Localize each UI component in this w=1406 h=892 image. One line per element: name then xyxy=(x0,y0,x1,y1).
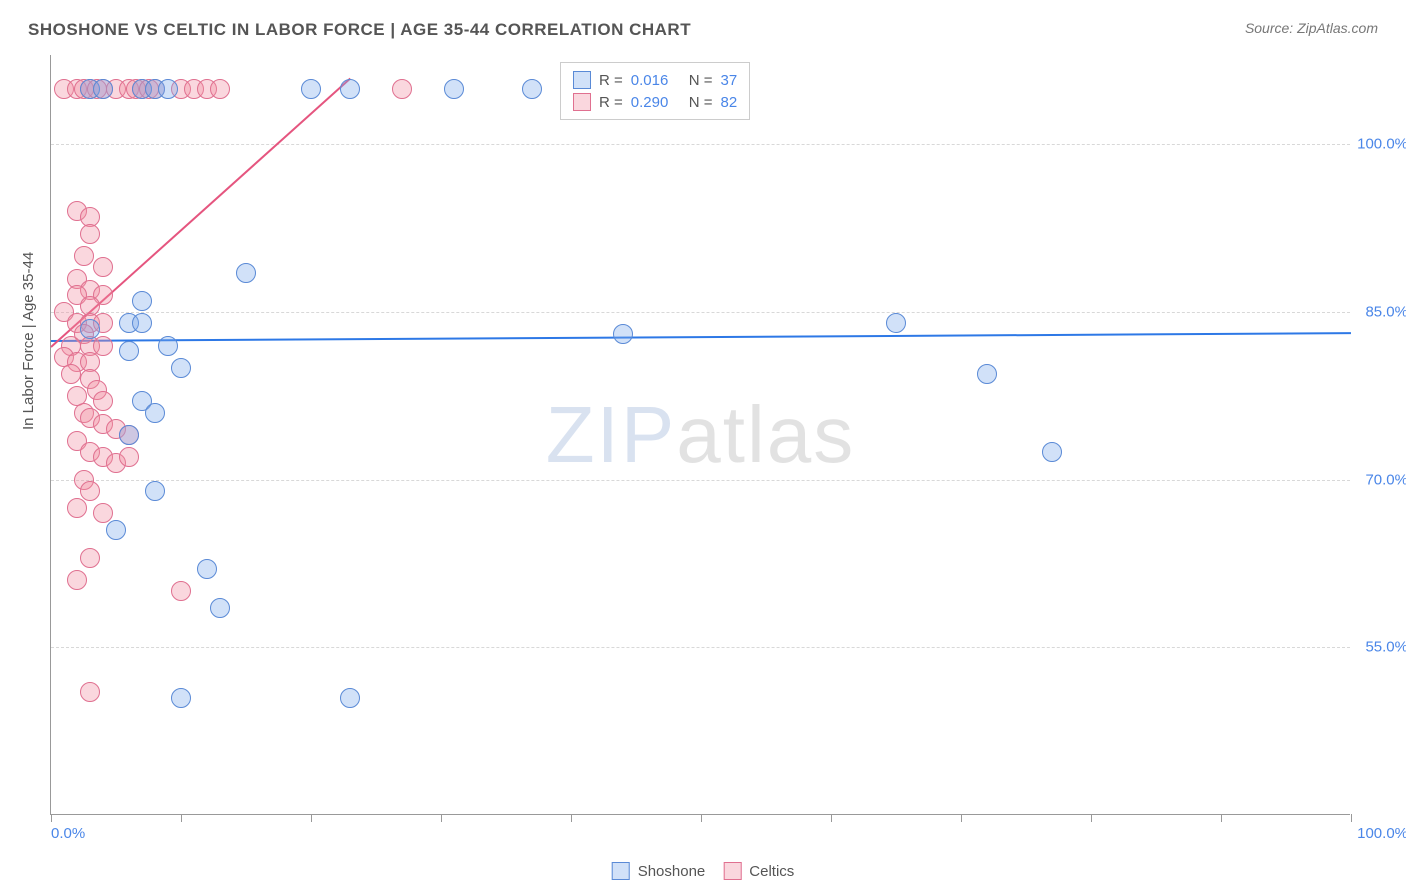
data-point xyxy=(236,263,256,283)
series-label: Celtics xyxy=(749,863,794,880)
data-point xyxy=(197,559,217,579)
data-point xyxy=(93,503,113,523)
y-tick-label: 55.0% xyxy=(1353,639,1406,656)
data-point xyxy=(158,336,178,356)
data-point xyxy=(392,79,412,99)
data-point xyxy=(132,291,152,311)
data-point xyxy=(132,313,152,333)
data-point xyxy=(67,498,87,518)
watermark: ZIPatlas xyxy=(546,389,855,481)
x-tick xyxy=(571,814,572,822)
x-tick xyxy=(441,814,442,822)
x-tick xyxy=(961,814,962,822)
gridline xyxy=(51,480,1350,481)
data-point xyxy=(301,79,321,99)
data-point xyxy=(1042,442,1062,462)
gridline xyxy=(51,144,1350,145)
data-point xyxy=(145,481,165,501)
y-tick-label: 70.0% xyxy=(1353,471,1406,488)
data-point xyxy=(171,581,191,601)
x-tick-label-max: 100.0% xyxy=(1353,825,1406,842)
data-point xyxy=(210,598,230,618)
data-point xyxy=(119,447,139,467)
data-point xyxy=(340,79,360,99)
gridline xyxy=(51,312,1350,313)
data-point xyxy=(93,257,113,277)
data-point xyxy=(80,481,100,501)
data-point xyxy=(80,548,100,568)
data-point xyxy=(61,364,81,384)
x-tick xyxy=(51,814,52,822)
data-point xyxy=(158,79,178,99)
data-point xyxy=(93,336,113,356)
data-point xyxy=(93,79,113,99)
data-point xyxy=(93,391,113,411)
x-tick xyxy=(701,814,702,822)
x-tick xyxy=(831,814,832,822)
scatter-plot-area: ZIPatlas 55.0%70.0%85.0%100.0%0.0%100.0% xyxy=(50,55,1350,815)
data-point xyxy=(171,358,191,378)
data-point xyxy=(340,688,360,708)
r-label: R = xyxy=(599,72,623,89)
chart-title: SHOSHONE VS CELTIC IN LABOR FORCE | AGE … xyxy=(28,20,691,40)
x-tick-label-min: 0.0% xyxy=(51,825,85,842)
n-label: N = xyxy=(689,72,713,89)
stats-legend-row: R = 0.016 N = 37 xyxy=(573,69,737,91)
r-label: R = xyxy=(599,94,623,111)
trend-line xyxy=(51,332,1351,342)
data-point xyxy=(444,79,464,99)
n-label: N = xyxy=(689,94,713,111)
data-point xyxy=(80,319,100,339)
series-label: Shoshone xyxy=(638,863,706,880)
legend-swatch xyxy=(612,862,630,880)
n-value: 82 xyxy=(721,94,738,111)
data-point xyxy=(67,570,87,590)
x-tick xyxy=(181,814,182,822)
series-legend-item: Shoshone xyxy=(612,860,706,882)
legend-swatch xyxy=(573,93,591,111)
r-value: 0.290 xyxy=(631,94,681,111)
source-attribution: Source: ZipAtlas.com xyxy=(1245,20,1378,36)
data-point xyxy=(106,520,126,540)
data-point xyxy=(80,682,100,702)
series-legend-item: Celtics xyxy=(723,860,794,882)
x-tick xyxy=(311,814,312,822)
legend-swatch xyxy=(573,71,591,89)
data-point xyxy=(171,688,191,708)
x-tick xyxy=(1351,814,1352,822)
watermark-atlas: atlas xyxy=(676,390,855,479)
y-tick-label: 100.0% xyxy=(1353,136,1406,153)
data-point xyxy=(119,341,139,361)
stats-legend-row: R = 0.290 N = 82 xyxy=(573,91,737,113)
stats-legend: R = 0.016 N = 37 R = 0.290 N = 82 xyxy=(560,62,750,120)
x-tick xyxy=(1091,814,1092,822)
data-point xyxy=(119,425,139,445)
legend-swatch xyxy=(723,862,741,880)
data-point xyxy=(80,224,100,244)
data-point xyxy=(613,324,633,344)
data-point xyxy=(210,79,230,99)
r-value: 0.016 xyxy=(631,72,681,89)
data-point xyxy=(145,403,165,423)
series-legend: Shoshone Celtics xyxy=(612,860,795,882)
y-axis-title: In Labor Force | Age 35-44 xyxy=(20,252,37,430)
watermark-zip: ZIP xyxy=(546,390,676,479)
y-tick-label: 85.0% xyxy=(1353,304,1406,321)
data-point xyxy=(886,313,906,333)
data-point xyxy=(522,79,542,99)
gridline xyxy=(51,647,1350,648)
data-point xyxy=(977,364,997,384)
data-point xyxy=(74,246,94,266)
n-value: 37 xyxy=(721,72,738,89)
x-tick xyxy=(1221,814,1222,822)
